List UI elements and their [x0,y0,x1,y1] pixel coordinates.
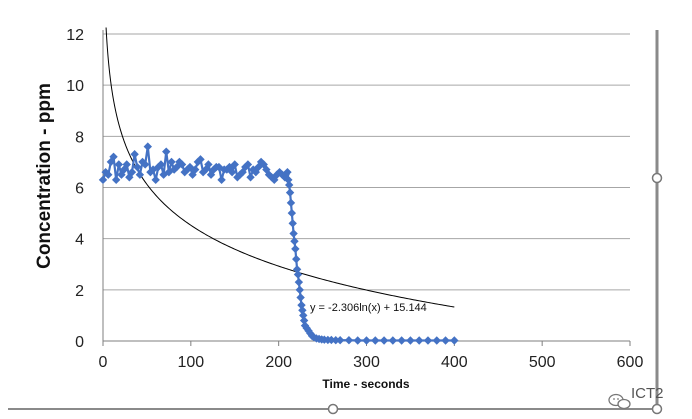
data-point [127,167,137,177]
data-point [227,167,237,177]
y-tick-label-4: 4 [75,232,84,249]
data-point [296,293,305,302]
x-tick-label-400: 400 [441,354,468,371]
data-point [397,336,406,345]
gridlines [102,33,631,346]
data-point [162,147,171,156]
data-point [151,175,160,185]
data-point [299,316,309,325]
data-point [143,142,152,151]
x-tick-label-0: 0 [99,354,108,371]
data-point [98,175,108,185]
y-tick-label-8: 8 [75,129,84,146]
data-point [109,152,118,161]
data-point [423,336,433,345]
x-tick-label-600: 600 [617,354,644,371]
y-tick-label-12: 12 [66,27,84,44]
data-point [135,170,145,179]
data-point [450,336,459,345]
data-point [233,173,242,182]
data-point [290,237,299,246]
y-axis-title: Concentration - ppm [34,83,55,269]
data-point [217,175,226,185]
data-point [156,160,166,169]
resize-handle-corner[interactable] [651,403,663,415]
data-point [196,155,205,164]
data-point [362,336,371,345]
data-point [122,160,131,169]
data-point [285,180,294,190]
x-tick-label-500: 500 [529,354,556,371]
data-point [331,336,340,345]
y-tick-label-6: 6 [75,181,84,198]
data-point [293,270,303,279]
data-point [415,336,424,345]
x-tick-label-100: 100 [177,354,204,371]
series-concentration [98,142,459,345]
wechat-icon [608,393,631,410]
data-point [177,160,187,169]
data-point [204,160,213,169]
y-tick-label-10: 10 [66,78,84,95]
data-point [289,229,298,238]
data-point [379,336,389,345]
tick-labels: 0 2 4 6 8 10 12 0 100 200 300 400 500 600 [66,27,643,371]
resize-handle-right[interactable] [651,172,663,184]
data-point [441,336,450,345]
x-axis-title: Time - seconds [322,377,409,391]
data-point [371,336,380,345]
data-point [283,167,292,177]
data-point [299,311,308,320]
data-point [243,160,253,169]
data-point [140,160,150,169]
data-point [297,300,306,310]
data-point [298,306,307,315]
data-point [167,157,176,167]
data-point [295,285,304,295]
data-point [111,175,121,185]
data-point [406,336,415,345]
data-point [284,175,293,185]
data-point [335,336,345,345]
data-point [114,160,124,169]
data-point [106,157,116,167]
data-point [291,244,300,254]
data-point [133,162,142,172]
data-point [246,173,255,182]
data-point [285,188,295,197]
data-point [292,254,301,264]
data-point [288,219,297,228]
data-point [230,160,239,169]
data-point [172,162,181,172]
trendline-equation: y = -2.306ln(x) + 15.144 [310,302,427,314]
data-point [130,150,139,159]
watermark-text: ICT2 [631,385,664,402]
x-tick-label-200: 200 [265,354,292,371]
data-point [191,165,200,174]
selection-frame[interactable] [8,30,663,415]
watermark: ICT2 [608,385,664,410]
data-point [292,265,302,274]
y-tick-label-0: 0 [75,334,84,351]
data-point [353,336,362,345]
x-tick-label-300: 300 [353,354,380,371]
data-point [286,198,296,208]
data-point [294,277,304,287]
y-tick-label-2: 2 [75,283,84,300]
trendline-group [105,27,455,308]
data-point [104,170,113,179]
data-point [287,208,297,218]
trendline [105,27,455,308]
data-point [388,336,398,345]
resize-handle-bottom[interactable] [327,403,339,415]
data-point [432,336,441,345]
data-point [344,336,354,345]
